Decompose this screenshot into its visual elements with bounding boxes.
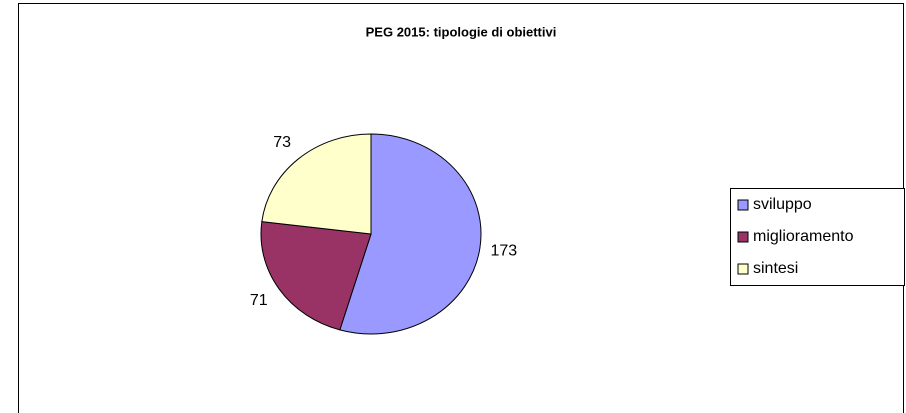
legend-swatch	[737, 231, 749, 243]
chart-title: PEG 2015: tipologie di obiettivi	[366, 24, 557, 39]
legend-label: miglioramento	[753, 228, 854, 245]
pie-slice	[260, 221, 372, 331]
pie-slice	[339, 133, 482, 335]
pie-slice	[261, 133, 372, 235]
legend-swatch	[737, 263, 749, 275]
legend-swatch	[737, 199, 749, 211]
data-label: 173	[490, 243, 517, 260]
data-label: 73	[273, 134, 291, 151]
legend-label: sviluppo	[753, 196, 812, 213]
legend-label: sintesi	[753, 260, 798, 277]
legend-box	[730, 188, 905, 286]
data-label: 71	[250, 292, 268, 309]
